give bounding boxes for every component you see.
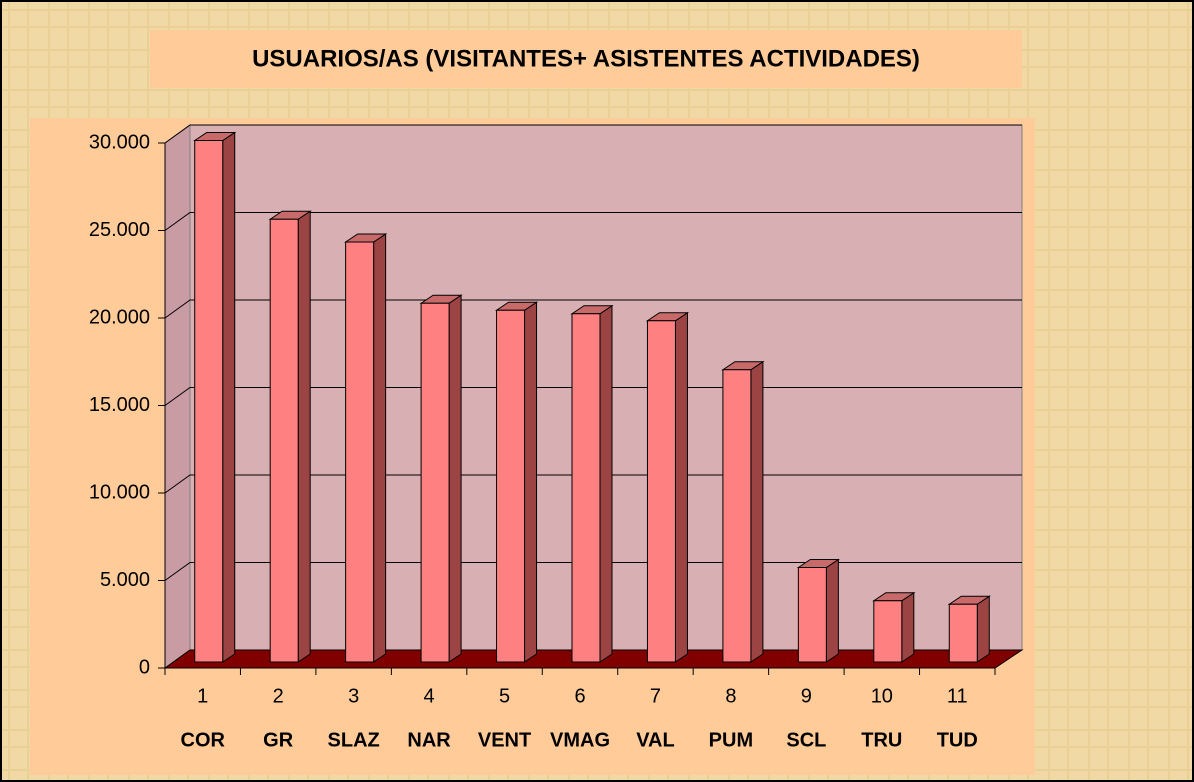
bar-side xyxy=(222,131,236,663)
bar-side xyxy=(674,311,688,663)
y-tick-label: 25.000 xyxy=(89,219,150,241)
title-box xyxy=(150,30,1022,88)
bar xyxy=(496,309,526,663)
bar-side xyxy=(448,294,462,663)
x-tick-label: 1 xyxy=(197,685,208,707)
bar-side xyxy=(901,591,915,663)
y-tick-label: 20.000 xyxy=(89,306,150,328)
bar xyxy=(571,313,601,663)
x-category-name: GR xyxy=(263,729,294,751)
x-tick-label: 9 xyxy=(801,685,812,707)
y-tick-label: 10.000 xyxy=(89,481,150,503)
bar-side xyxy=(750,360,764,663)
x-category-name: PUM xyxy=(709,729,753,751)
x-tick-label: 10 xyxy=(871,685,893,707)
bar xyxy=(345,241,375,663)
x-category-name: SCL xyxy=(786,729,826,751)
x-category-name: SLAZ xyxy=(328,729,380,751)
x-tick-label: 11 xyxy=(947,685,968,707)
x-tick-label: 7 xyxy=(650,685,661,707)
x-category-name: VAL xyxy=(636,729,675,751)
bar xyxy=(646,320,676,663)
x-category-name: VMAG xyxy=(550,729,610,751)
bar xyxy=(797,567,827,663)
bar-side xyxy=(825,558,839,663)
x-tick-label: 3 xyxy=(348,685,359,707)
y-tick-label: 15.000 xyxy=(89,394,150,416)
x-tick-label: 8 xyxy=(725,685,736,707)
x-category-name: TRU xyxy=(861,729,902,751)
bar-side xyxy=(599,304,613,663)
x-category-name: VENT xyxy=(478,729,531,751)
bar-side xyxy=(976,595,990,663)
bar xyxy=(722,369,752,663)
bar-side xyxy=(524,301,538,663)
grid-line xyxy=(164,212,1022,231)
x-tick-label: 5 xyxy=(499,685,510,707)
x-category-name: COR xyxy=(181,729,226,751)
bar xyxy=(948,603,978,663)
y-tick-label: 0 xyxy=(139,656,150,678)
x-category-name: TUD xyxy=(937,729,978,751)
y-tick-label: 5.000 xyxy=(100,569,150,591)
chart-title: USUARIOS/AS (VISITANTES+ ASISTENTES ACTI… xyxy=(252,45,920,72)
y-tick-label: 30.000 xyxy=(89,131,150,153)
bar xyxy=(420,302,450,663)
grid-line xyxy=(164,299,1022,319)
bar xyxy=(873,600,903,663)
bar xyxy=(194,140,224,663)
x-tick-label: 6 xyxy=(574,685,585,707)
bar-side xyxy=(373,233,387,663)
x-category-name: NAR xyxy=(407,729,451,751)
bar-side xyxy=(297,210,311,663)
x-tick-label: 2 xyxy=(273,685,284,707)
x-tick-label: 4 xyxy=(424,685,435,707)
bar xyxy=(269,218,299,663)
grid-line xyxy=(164,124,1022,144)
